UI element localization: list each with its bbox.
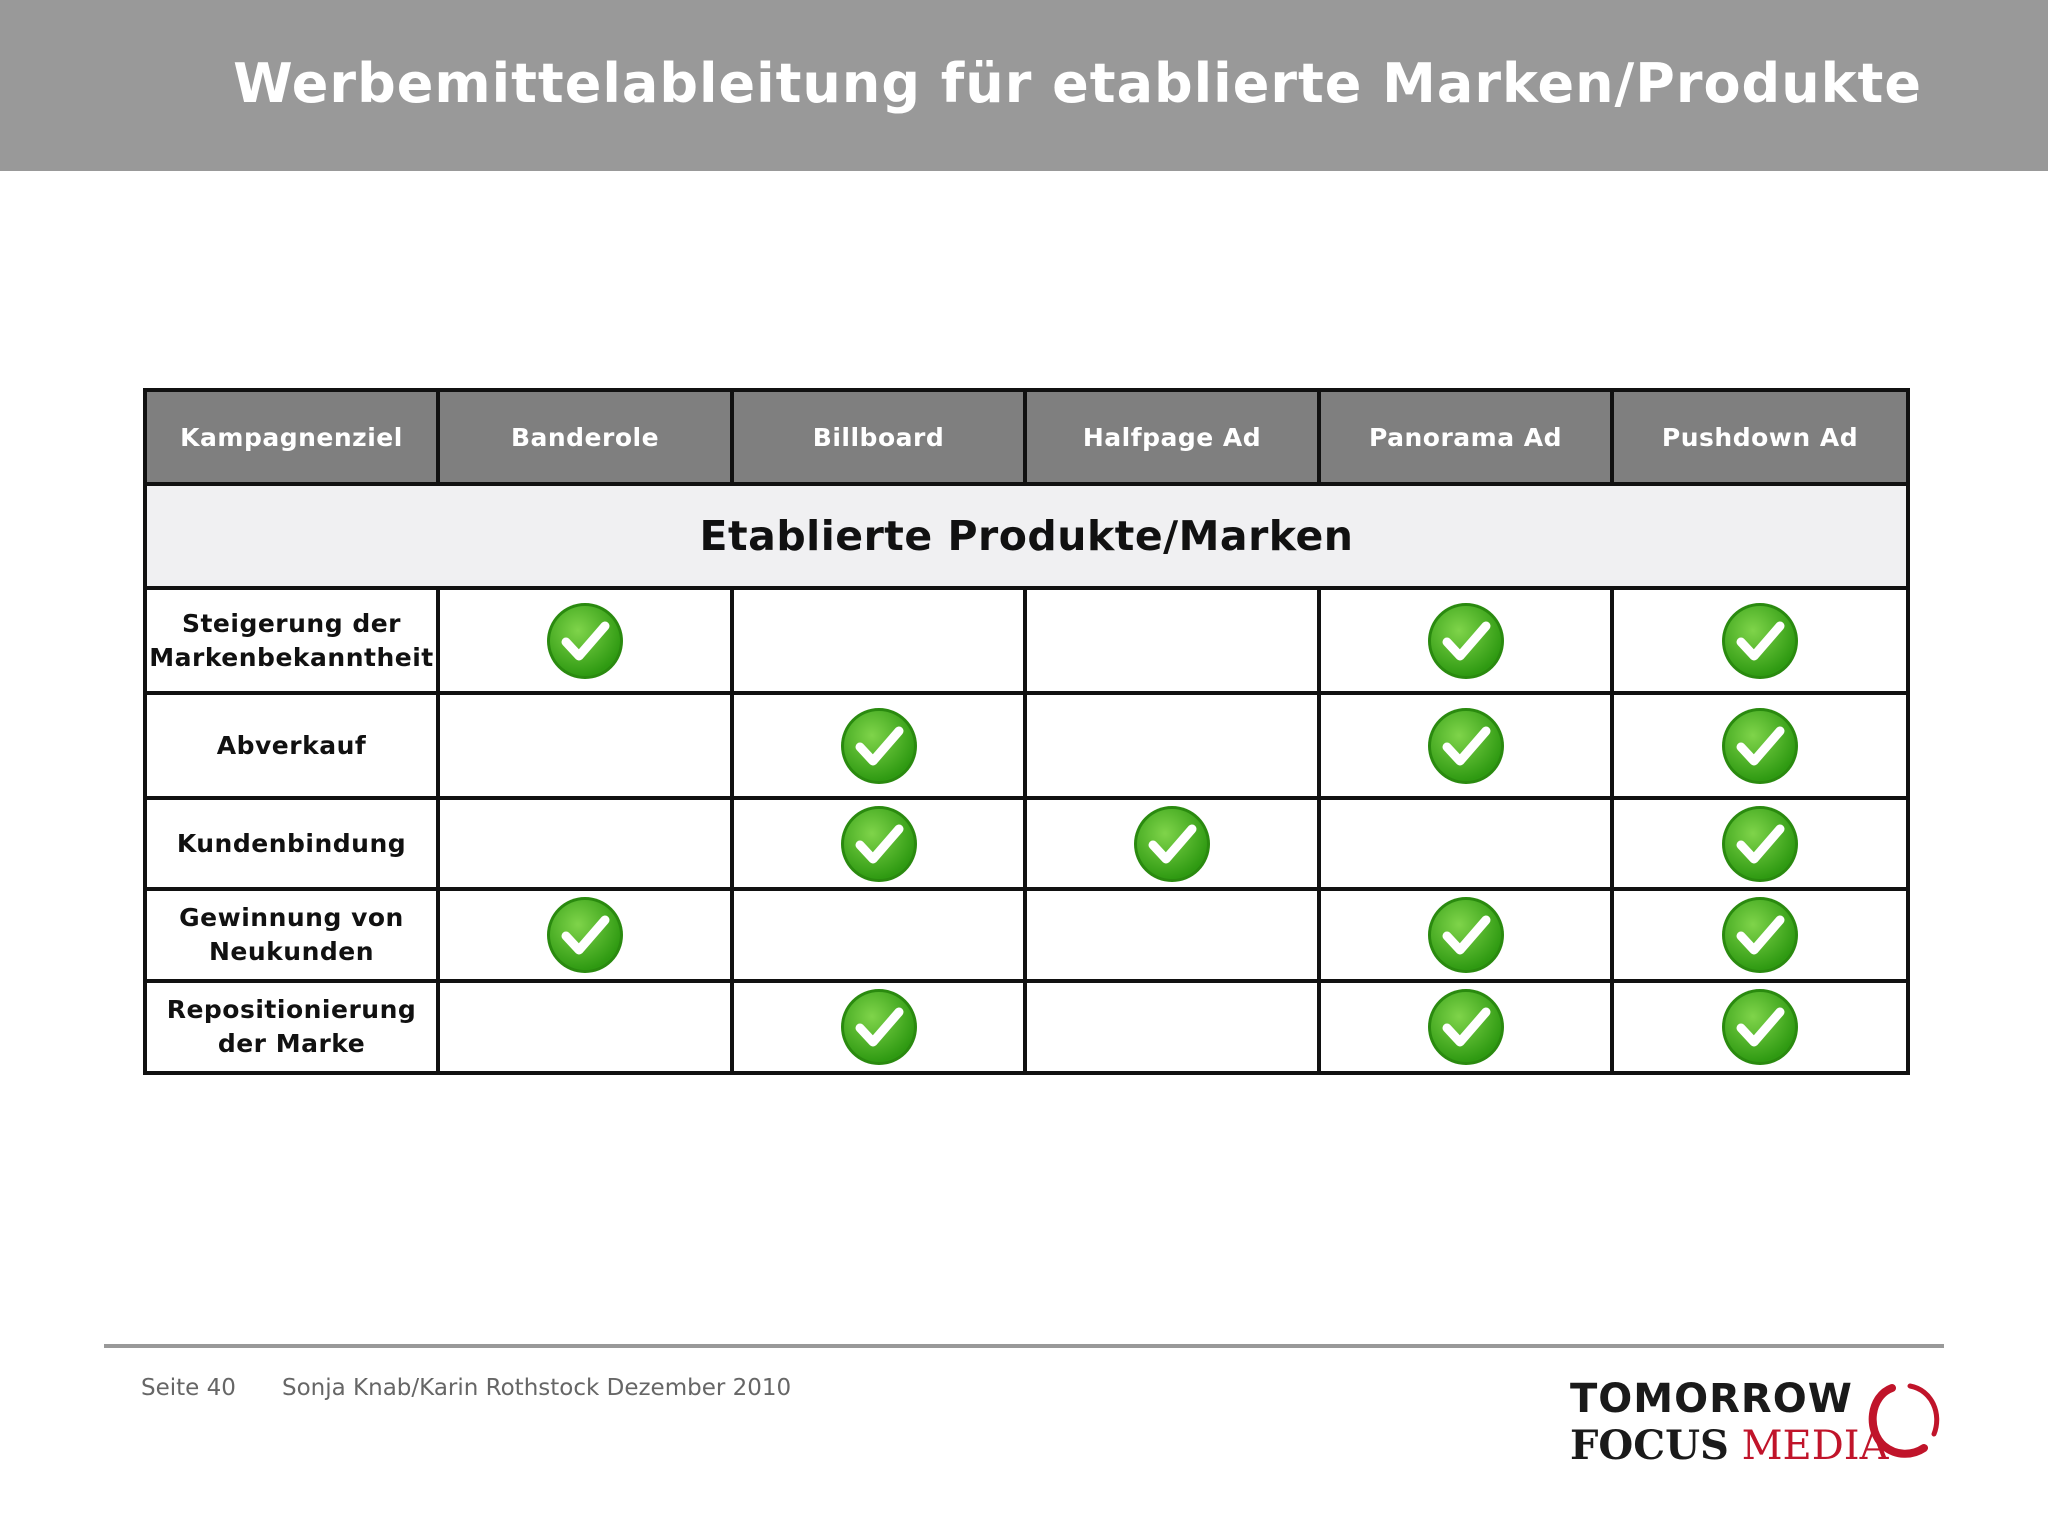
- green-checkmark-icon: [1425, 600, 1507, 682]
- cell-billboard: [730, 979, 1027, 1075]
- table-row: Repositionierung der Marke: [143, 979, 1910, 1075]
- green-checkmark-icon: [1425, 705, 1507, 787]
- footer-author-date: Sonja Knab/Karin Rothstock Dezember 2010: [282, 1375, 792, 1401]
- header-bar: Werbemittelableitung für etablierte Mark…: [0, 0, 2048, 171]
- green-checkmark-icon: [1719, 986, 1801, 1068]
- footer-divider: [104, 1344, 1944, 1348]
- green-checkmark-icon: [544, 600, 626, 682]
- cell-pushdown-ad: [1610, 979, 1910, 1075]
- logo-text-focus: FOCUS: [1570, 1422, 1729, 1469]
- green-checkmark-icon: [1719, 705, 1801, 787]
- row-label-kampagnenziel: Kundenbindung: [143, 796, 440, 891]
- column-header-pushdown-ad: Pushdown Ad: [1610, 388, 1910, 486]
- column-header-billboard: Billboard: [730, 388, 1027, 486]
- green-checkmark-icon: [1719, 803, 1801, 885]
- row-label-kampagnenziel: Repositionierung der Marke: [143, 979, 440, 1075]
- cell-billboard: [730, 586, 1027, 695]
- cell-billboard: [730, 887, 1027, 983]
- cell-halfpage-ad: [1023, 691, 1321, 800]
- cell-pushdown-ad: [1610, 691, 1910, 800]
- cell-panorama-ad: [1317, 691, 1614, 800]
- logo-text-media: MEDIA: [1741, 1423, 1889, 1469]
- green-checkmark-icon: [1425, 894, 1507, 976]
- campaign-matrix-table: Kampagnenziel Banderole Billboard Halfpa…: [143, 388, 1910, 1075]
- column-header-kampagnenziel: Kampagnenziel: [143, 388, 440, 486]
- cell-banderole: [436, 887, 734, 983]
- cell-halfpage-ad: [1023, 586, 1321, 695]
- cell-banderole: [436, 979, 734, 1075]
- column-header-banderole: Banderole: [436, 388, 734, 486]
- section-title: Etablierte Produkte/Marken: [143, 482, 1910, 590]
- cell-halfpage-ad: [1023, 796, 1321, 891]
- table-row: Kundenbindung: [143, 796, 1910, 891]
- cell-pushdown-ad: [1610, 796, 1910, 891]
- table-row: Gewinnung von Neukunden: [143, 887, 1910, 983]
- cell-billboard: [730, 796, 1027, 891]
- green-checkmark-icon: [838, 803, 920, 885]
- cell-pushdown-ad: [1610, 887, 1910, 983]
- column-header-panorama-ad: Panorama Ad: [1317, 388, 1614, 486]
- row-label-kampagnenziel: Abverkauf: [143, 691, 440, 800]
- row-label-kampagnenziel: Steigerung der Markenbekanntheit: [143, 586, 440, 695]
- row-label-kampagnenziel: Gewinnung von Neukunden: [143, 887, 440, 983]
- green-checkmark-icon: [1131, 803, 1213, 885]
- cell-banderole: [436, 796, 734, 891]
- logo-ring-icon: [1868, 1383, 1940, 1458]
- cell-pushdown-ad: [1610, 586, 1910, 695]
- logo-text-tomorrow: TOMORROW: [1570, 1376, 1853, 1422]
- table-row: Steigerung der Markenbekanntheit: [143, 586, 1910, 695]
- green-checkmark-icon: [838, 986, 920, 1068]
- slide-title: Werbemittelableitung für etablierte Mark…: [233, 52, 1922, 115]
- cell-halfpage-ad: [1023, 979, 1321, 1075]
- logo-text-focus-media: FOCUS MEDIA: [1570, 1422, 1889, 1469]
- cell-panorama-ad: [1317, 796, 1614, 891]
- cell-panorama-ad: [1317, 887, 1614, 983]
- green-checkmark-icon: [1425, 986, 1507, 1068]
- cell-panorama-ad: [1317, 979, 1614, 1075]
- green-checkmark-icon: [838, 705, 920, 787]
- green-checkmark-icon: [1719, 600, 1801, 682]
- cell-halfpage-ad: [1023, 887, 1321, 983]
- cell-billboard: [730, 691, 1027, 800]
- table-row: Abverkauf: [143, 691, 1910, 800]
- cell-panorama-ad: [1317, 586, 1614, 695]
- green-checkmark-icon: [544, 894, 626, 976]
- green-checkmark-icon: [1719, 894, 1801, 976]
- footer-page-number: Seite 40: [141, 1375, 236, 1401]
- table-header-row: Kampagnenziel Banderole Billboard Halfpa…: [143, 388, 1910, 486]
- column-header-halfpage-ad: Halfpage Ad: [1023, 388, 1321, 486]
- tomorrow-focus-media-logo: TOMORROW FOCUS MEDIA: [1568, 1372, 1948, 1472]
- cell-banderole: [436, 691, 734, 800]
- section-row: Etablierte Produkte/Marken: [143, 482, 1910, 590]
- cell-banderole: [436, 586, 734, 695]
